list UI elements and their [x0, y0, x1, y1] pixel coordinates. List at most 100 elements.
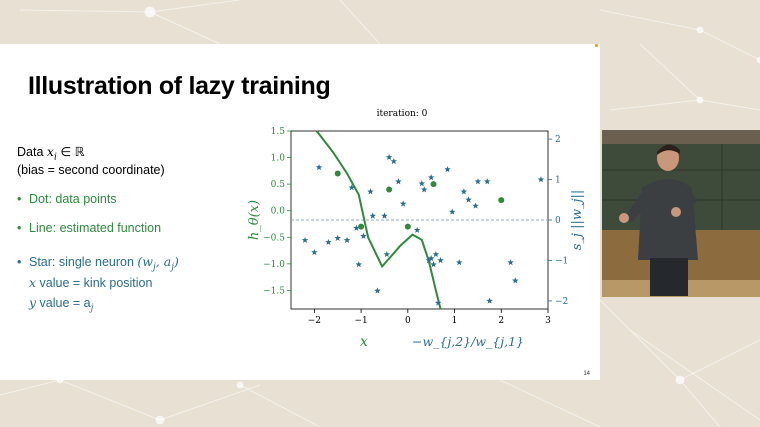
neuron-math-sub2: j	[171, 262, 174, 273]
neuron-star	[537, 176, 545, 183]
y-tick-label-left: −0.5	[263, 233, 285, 243]
data-point	[334, 170, 341, 177]
neuron-star	[325, 238, 332, 245]
bullet-line: • Line: estimated function	[17, 221, 162, 235]
plot-frame	[290, 130, 549, 310]
slide-number: 14	[583, 371, 590, 377]
x-tick-label: 0	[405, 316, 411, 326]
neuron-star	[486, 297, 493, 304]
neuron-star	[390, 157, 398, 165]
speaker-video	[602, 130, 760, 297]
neuron-star	[444, 166, 451, 173]
data-label: Data	[17, 145, 47, 159]
neuron-star	[455, 259, 463, 266]
neuron-star	[360, 232, 367, 239]
x-tick-label: 1	[452, 316, 458, 326]
neuron-star	[427, 174, 435, 181]
x-value-line: x value = kink position	[29, 275, 152, 290]
x-tick-label: −2	[308, 316, 321, 326]
data-math: x	[46, 144, 54, 159]
neuron-star	[381, 212, 388, 219]
data-point	[498, 197, 505, 204]
neuron-star	[343, 236, 351, 243]
slide: Illustration of lazy training Data xi ∈ …	[0, 44, 600, 380]
neuron-star	[385, 153, 393, 161]
neuron-star	[427, 255, 435, 262]
bullet-star: • Star: single neuron (wj, aj)	[17, 254, 179, 273]
neuron-star	[383, 250, 391, 258]
neuron-star	[460, 188, 468, 195]
x-value-math: x	[29, 275, 37, 290]
x-axis-label-neurons: −w_{j,2}/w_{j,1}	[412, 334, 524, 349]
bullet-dot-label: Dot: data points	[29, 192, 117, 206]
y-tick-label-left: 0.0	[271, 207, 286, 217]
y-tick-label-right: 1	[555, 176, 561, 186]
y-tick-label-right: 0	[555, 216, 561, 226]
bullet-line-label: Line: estimated function	[29, 221, 162, 235]
data-point	[358, 223, 365, 230]
neuron-star	[434, 299, 442, 306]
y-tick-label-left: 1.0	[271, 154, 286, 164]
neuron-star	[425, 257, 433, 264]
neuron-math-close: )	[173, 254, 179, 269]
y-value-sub: j	[90, 303, 94, 314]
marker-dot	[595, 44, 598, 47]
y-tick-label-left: −1.5	[263, 286, 285, 296]
neuron-star	[334, 234, 341, 241]
data-point	[404, 223, 411, 230]
neuron-star	[448, 208, 456, 215]
y-tick-label-left: 1.5	[271, 127, 286, 137]
neuron-star	[353, 224, 360, 231]
data-math-sub: i	[53, 152, 57, 163]
neuron-star	[418, 180, 426, 187]
y-tick-label-right: −2	[555, 297, 568, 307]
x-value-text: value = kink position	[36, 276, 153, 290]
neuron-star	[432, 250, 440, 258]
neuron-star	[507, 259, 514, 266]
neuron-star	[369, 212, 377, 219]
neuron-star	[472, 202, 479, 209]
neuron-star	[465, 196, 472, 203]
neuron-star	[311, 248, 318, 256]
neuron-math-mid: , a	[155, 254, 172, 269]
bullet-star-label: Star: single neuron	[29, 255, 138, 269]
x-axis-label-data: x	[360, 334, 368, 350]
y-value-line: y value = aj	[29, 295, 93, 314]
x-tick-label: 3	[545, 316, 551, 326]
y-tick-label-right: −1	[555, 256, 568, 266]
data-math-set: ∈ ℝ	[56, 145, 85, 159]
bullet-dot: • Dot: data points	[17, 192, 117, 206]
y-tick-label-right: 2	[555, 135, 561, 145]
bias-note: (bias = second coordinate)	[17, 163, 165, 177]
neuron-star	[484, 178, 491, 185]
neuron-star	[355, 261, 362, 268]
y-tick-label-left: −1.0	[263, 260, 285, 270]
y-axis-label-right: s_j ||w_j||	[570, 190, 585, 251]
x-tick-label: −1	[354, 316, 367, 326]
slide-title: Illustration of lazy training	[28, 72, 331, 100]
neuron-star	[374, 287, 381, 294]
neuron-star	[430, 261, 437, 268]
neuron-math-sub1: j	[152, 262, 156, 273]
lazy-training-plot: iteration: 0 −2 −1 0 1 2 3 −1.5 −1.0 −0.5 0.0 0.5 1…	[247, 109, 585, 350]
neuron-star	[367, 188, 374, 195]
neuron-star	[512, 277, 519, 284]
neuron-math-open: (w	[137, 254, 153, 269]
y-value-text: value = a	[36, 296, 91, 310]
neuron-star	[420, 186, 428, 193]
x-tick-label: 2	[498, 316, 504, 326]
neuron-star	[399, 200, 407, 207]
neuron-star	[413, 226, 421, 233]
neuron-star	[301, 236, 309, 243]
plot-title: iteration: 0	[377, 109, 428, 119]
data-description: Data xi ∈ ℝ	[17, 144, 85, 163]
y-axis-label-left: h_θ(x)	[247, 200, 262, 240]
neuron-star	[474, 178, 482, 185]
data-point	[386, 186, 393, 193]
neuron-star	[315, 164, 323, 171]
y-value-math: y	[29, 295, 37, 310]
neuron-star	[437, 257, 444, 264]
neuron-star	[395, 178, 402, 185]
data-point	[430, 181, 437, 188]
neuron-star	[348, 184, 355, 191]
